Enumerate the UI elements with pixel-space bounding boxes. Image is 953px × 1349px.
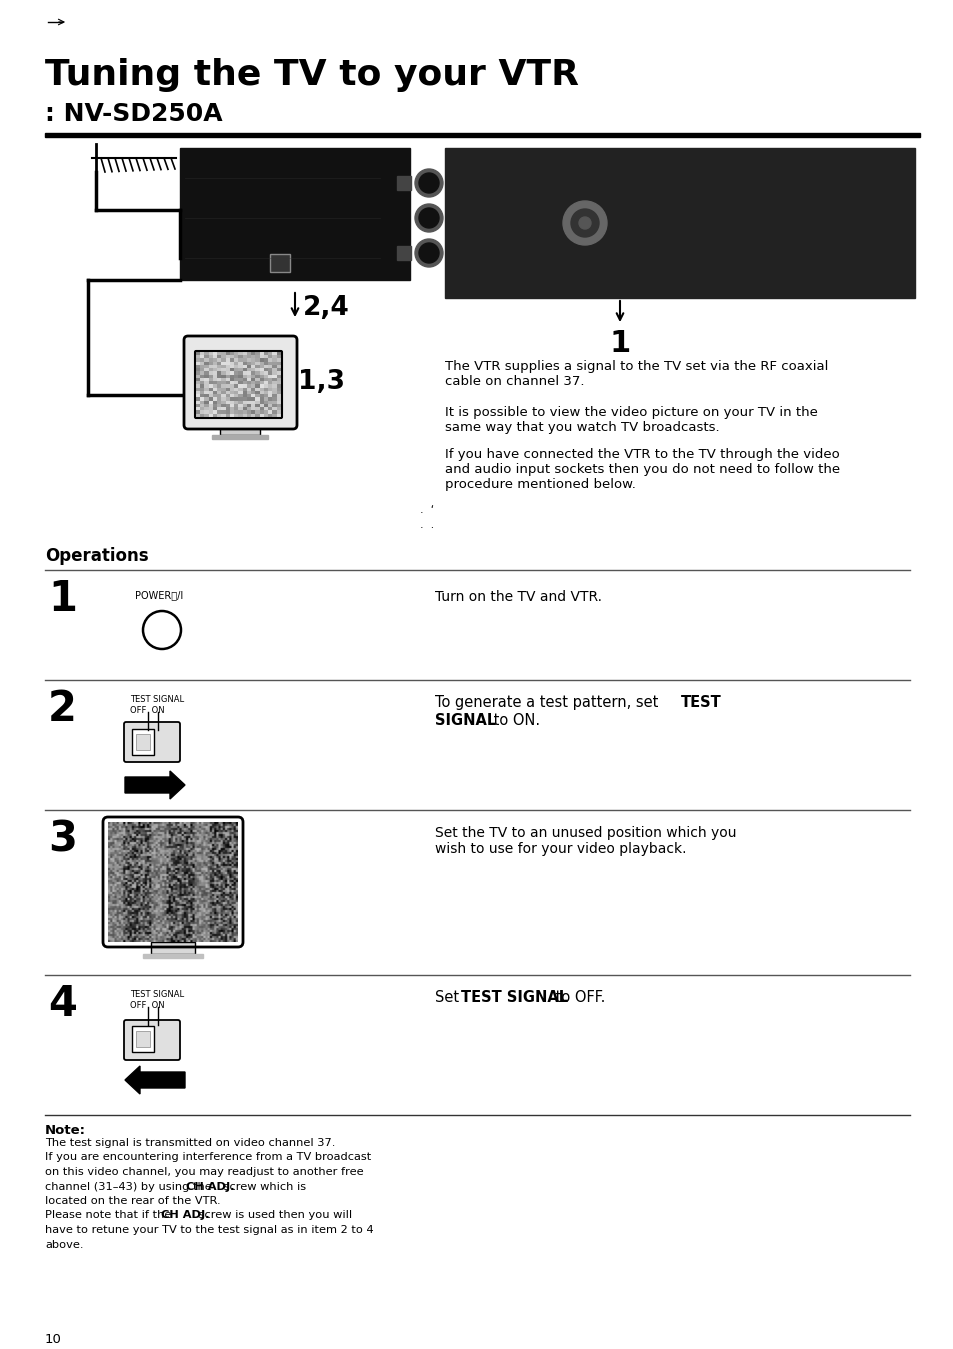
Bar [396, 246, 411, 260]
Bar [132, 728, 153, 755]
FancyBboxPatch shape [124, 722, 180, 762]
Text: .  ‘: . ‘ [419, 505, 434, 515]
FancyBboxPatch shape [194, 351, 282, 418]
Bar [220, 425, 260, 434]
Polygon shape [125, 772, 185, 799]
Bar [180, 148, 410, 281]
Text: 1,3: 1,3 [297, 370, 345, 395]
Text: to ON.: to ON. [489, 714, 539, 728]
Circle shape [415, 204, 442, 232]
Text: The test signal is transmitted on video channel 37.: The test signal is transmitted on video … [45, 1139, 335, 1148]
FancyBboxPatch shape [184, 336, 296, 429]
Polygon shape [125, 1066, 185, 1094]
Text: CH ADJ.: CH ADJ. [186, 1182, 234, 1191]
Text: If you are encountering interference from a TV broadcast: If you are encountering interference fro… [45, 1152, 371, 1163]
Text: channel (31–43) by using the: channel (31–43) by using the [45, 1182, 215, 1191]
Text: have to retune your TV to the test signal as in item 2 to 4: have to retune your TV to the test signa… [45, 1225, 374, 1234]
Text: CH ADJ.: CH ADJ. [161, 1210, 210, 1221]
Text: to OFF.: to OFF. [551, 990, 605, 1005]
Bar [143, 954, 203, 958]
Bar [136, 734, 150, 750]
Bar [45, 132, 919, 138]
Bar [136, 1031, 150, 1047]
Text: Note:: Note: [45, 1124, 86, 1137]
Text: If you have connected the VTR to the TV through the video
and audio input socket: If you have connected the VTR to the TV … [444, 448, 840, 491]
Bar [270, 254, 290, 272]
Text: 4: 4 [48, 983, 77, 1025]
Text: 3: 3 [48, 817, 77, 861]
Text: Set the TV to an unused position which you
wish to use for your video playback.: Set the TV to an unused position which y… [435, 826, 736, 857]
Bar [396, 175, 411, 190]
Text: located on the rear of the VTR.: located on the rear of the VTR. [45, 1197, 220, 1206]
Text: To generate a test pattern, set: To generate a test pattern, set [435, 695, 662, 710]
Text: Please note that if the: Please note that if the [45, 1210, 174, 1221]
Circle shape [415, 169, 442, 197]
Bar [444, 148, 914, 298]
Circle shape [562, 201, 606, 246]
Bar [151, 942, 194, 954]
Text: TEST SIGNAL: TEST SIGNAL [460, 990, 568, 1005]
Text: The VTR supplies a signal to the TV set via the RF coaxial
cable on channel 37.: The VTR supplies a signal to the TV set … [444, 360, 827, 389]
Text: TEST SIGNAL
OFF  ON: TEST SIGNAL OFF ON [130, 990, 184, 1010]
Circle shape [418, 173, 438, 193]
Text: Turn on the TV and VTR.: Turn on the TV and VTR. [435, 590, 601, 604]
Text: screw is used then you will: screw is used then you will [195, 1210, 352, 1221]
Text: Set: Set [435, 990, 463, 1005]
Text: 10: 10 [45, 1333, 62, 1346]
Circle shape [418, 243, 438, 263]
Text: TEST SIGNAL
OFF  ON: TEST SIGNAL OFF ON [130, 695, 184, 715]
Text: SIGNAL: SIGNAL [435, 714, 496, 728]
Bar [132, 1027, 153, 1052]
Text: above.: above. [45, 1240, 84, 1249]
Text: It is possible to view the video picture on your TV in the
same way that you wat: It is possible to view the video picture… [444, 406, 817, 434]
Text: 1: 1 [609, 329, 630, 357]
Circle shape [415, 239, 442, 267]
Bar [212, 434, 268, 438]
Circle shape [578, 217, 590, 229]
Text: .  .: . . [419, 519, 434, 530]
Circle shape [571, 209, 598, 237]
Text: screw which is: screw which is [219, 1182, 305, 1191]
FancyBboxPatch shape [124, 1020, 180, 1060]
Text: POWER⏽/I: POWER⏽/I [135, 590, 183, 600]
Text: Operations: Operations [45, 546, 149, 565]
Text: on this video channel, you may readjust to another free: on this video channel, you may readjust … [45, 1167, 363, 1176]
Text: TEST: TEST [680, 695, 721, 710]
Text: 1: 1 [48, 577, 77, 621]
Text: 2: 2 [48, 688, 77, 730]
Text: Tuning the TV to your VTR: Tuning the TV to your VTR [45, 58, 578, 92]
Circle shape [418, 208, 438, 228]
Text: : NV-SD250A: : NV-SD250A [45, 103, 222, 125]
Text: 2,4: 2,4 [303, 295, 350, 321]
